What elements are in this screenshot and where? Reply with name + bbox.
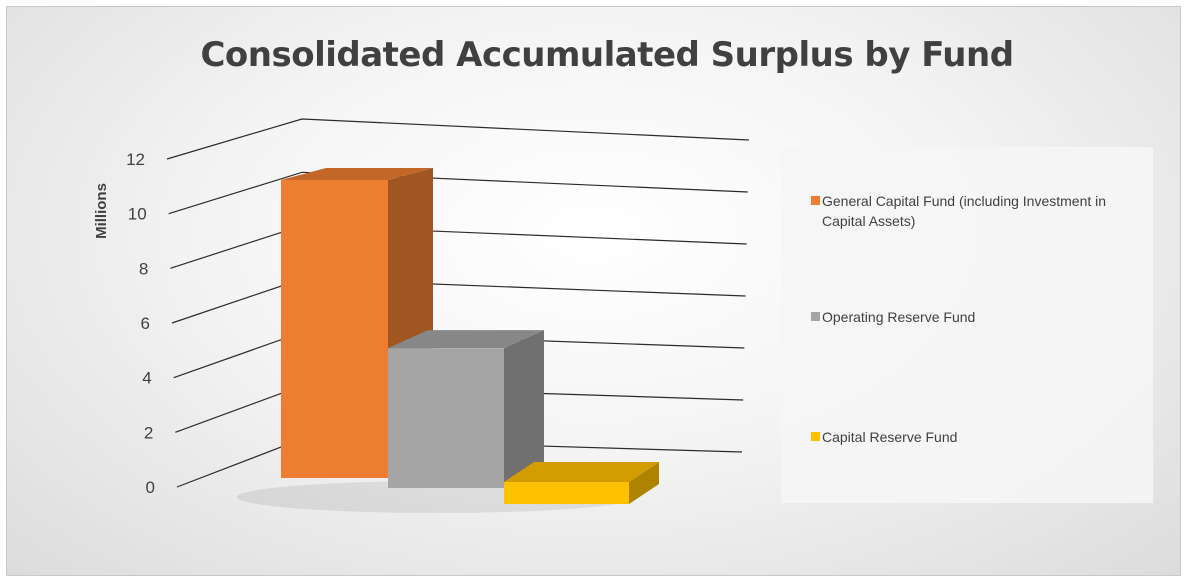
bar-top [388, 330, 544, 349]
y-tick-label: 0 [146, 478, 155, 497]
legend-label: General Capital Fund (including Investme… [822, 193, 1107, 229]
legend-label: Capital Reserve Fund [822, 429, 958, 445]
legend-item: General Capital Fund (including Investme… [811, 191, 1151, 231]
bar [388, 348, 504, 488]
bar-top [504, 461, 659, 482]
chart-title: Consolidated Accumulated Surplus by Fund [200, 35, 1014, 75]
y-axis-label: Millions [93, 183, 110, 239]
gridline [166, 118, 750, 160]
y-tick-label: 10 [128, 205, 147, 224]
chart-legend: General Capital Fund (including Investme… [781, 147, 1153, 503]
chart-plot: 0 2 4 6 8 10 12 Millions [93, 118, 750, 513]
y-tick-label: 8 [139, 259, 148, 278]
gridline [168, 171, 748, 215]
legend-item: Operating Reserve Fund [811, 307, 1151, 327]
legend-item: Capital Reserve Fund [811, 427, 1151, 447]
bar-side [629, 461, 659, 504]
bar-top [281, 168, 433, 181]
gridline [171, 278, 746, 324]
legend-swatch [811, 196, 820, 205]
legend-label: Operating Reserve Fund [822, 309, 976, 325]
bar [504, 481, 629, 504]
y-tick-label: 4 [142, 369, 151, 388]
y-tick-label: 2 [144, 423, 153, 442]
legend-swatch [811, 312, 820, 321]
legend-swatch [811, 432, 820, 441]
gridline [170, 225, 747, 269]
chart-area: Consolidated Accumulated Surplus by Fund… [6, 6, 1181, 576]
bar [281, 180, 388, 478]
y-tick-label: 12 [126, 150, 145, 169]
y-tick-label: 6 [141, 314, 150, 333]
bar-side [504, 330, 544, 488]
